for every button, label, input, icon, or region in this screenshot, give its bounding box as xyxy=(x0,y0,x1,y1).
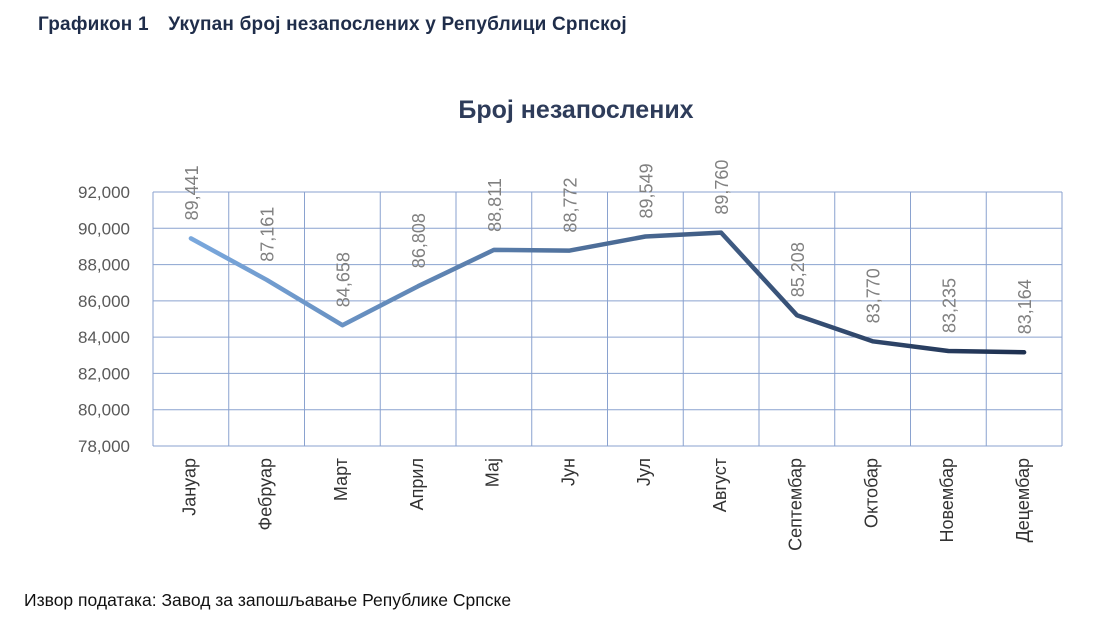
data-label: 86,808 xyxy=(409,213,429,268)
x-tick-label: Април xyxy=(407,458,427,510)
data-label: 89,441 xyxy=(182,165,202,220)
series-line-group xyxy=(188,230,1027,355)
y-tick-label: 82,000 xyxy=(78,364,130,383)
series-line xyxy=(188,230,1027,355)
data-label: 87,161 xyxy=(258,207,278,262)
figure-caption: Графикон 1 Укупан број незапослених у Ре… xyxy=(38,14,627,36)
x-tick-label: Октобар xyxy=(861,458,881,528)
y-tick-label: 90,000 xyxy=(78,219,130,238)
x-tick-label: Јул xyxy=(634,458,654,486)
figure-caption-text: Укупан број незапослених у Републици Срп… xyxy=(168,14,627,35)
data-label: 88,772 xyxy=(561,178,581,233)
chart-title: Број незапослених xyxy=(458,96,694,124)
data-label: 85,208 xyxy=(788,242,808,297)
x-tick-label: Новембар xyxy=(937,458,957,542)
y-tick-label: 88,000 xyxy=(78,256,130,275)
x-tick-label: Септембар xyxy=(786,458,806,551)
x-tick-label: Фебруар xyxy=(255,458,275,530)
data-label: 84,658 xyxy=(333,252,353,307)
x-axis-labels: Јануар Фебруар Март Април Мај Јун Јул Август Сеп… xyxy=(180,458,1033,551)
x-tick-label: Јун xyxy=(558,458,578,486)
x-tick-label: Децембар xyxy=(1013,458,1033,542)
grid xyxy=(152,191,1063,447)
data-label: 88,811 xyxy=(485,178,505,232)
data-label: 89,549 xyxy=(636,163,656,218)
x-tick-label: Јануар xyxy=(180,458,200,516)
data-label: 83,770 xyxy=(864,268,884,323)
y-axis-labels: 92,000 90,000 88,000 86,000 84,000 82,000 80,0… xyxy=(78,183,130,456)
line-chart: 92,000 90,000 88,000 86,000 84,000 82,000 80,0… xyxy=(78,160,1063,551)
figure-number: Графикон 1 xyxy=(38,14,149,35)
y-tick-label: 80,000 xyxy=(78,401,130,420)
data-label: 89,760 xyxy=(712,160,732,215)
y-tick-label: 84,000 xyxy=(78,328,130,347)
y-tick-label: 92,000 xyxy=(78,183,130,202)
source-note: Извор података: Завод за запошљавање Реп… xyxy=(24,590,512,610)
x-tick-label: Август xyxy=(710,458,730,512)
x-tick-label: Март xyxy=(331,458,351,501)
data-labels: 89,441 87,161 84,658 86,808 88,811 88,772 89,5… xyxy=(182,160,1035,335)
x-tick-label: Мај xyxy=(483,458,503,487)
y-tick-label: 78,000 xyxy=(78,437,130,456)
data-label: 83,235 xyxy=(939,278,959,333)
data-label: 83,164 xyxy=(1015,279,1035,334)
y-tick-label: 86,000 xyxy=(78,292,130,311)
